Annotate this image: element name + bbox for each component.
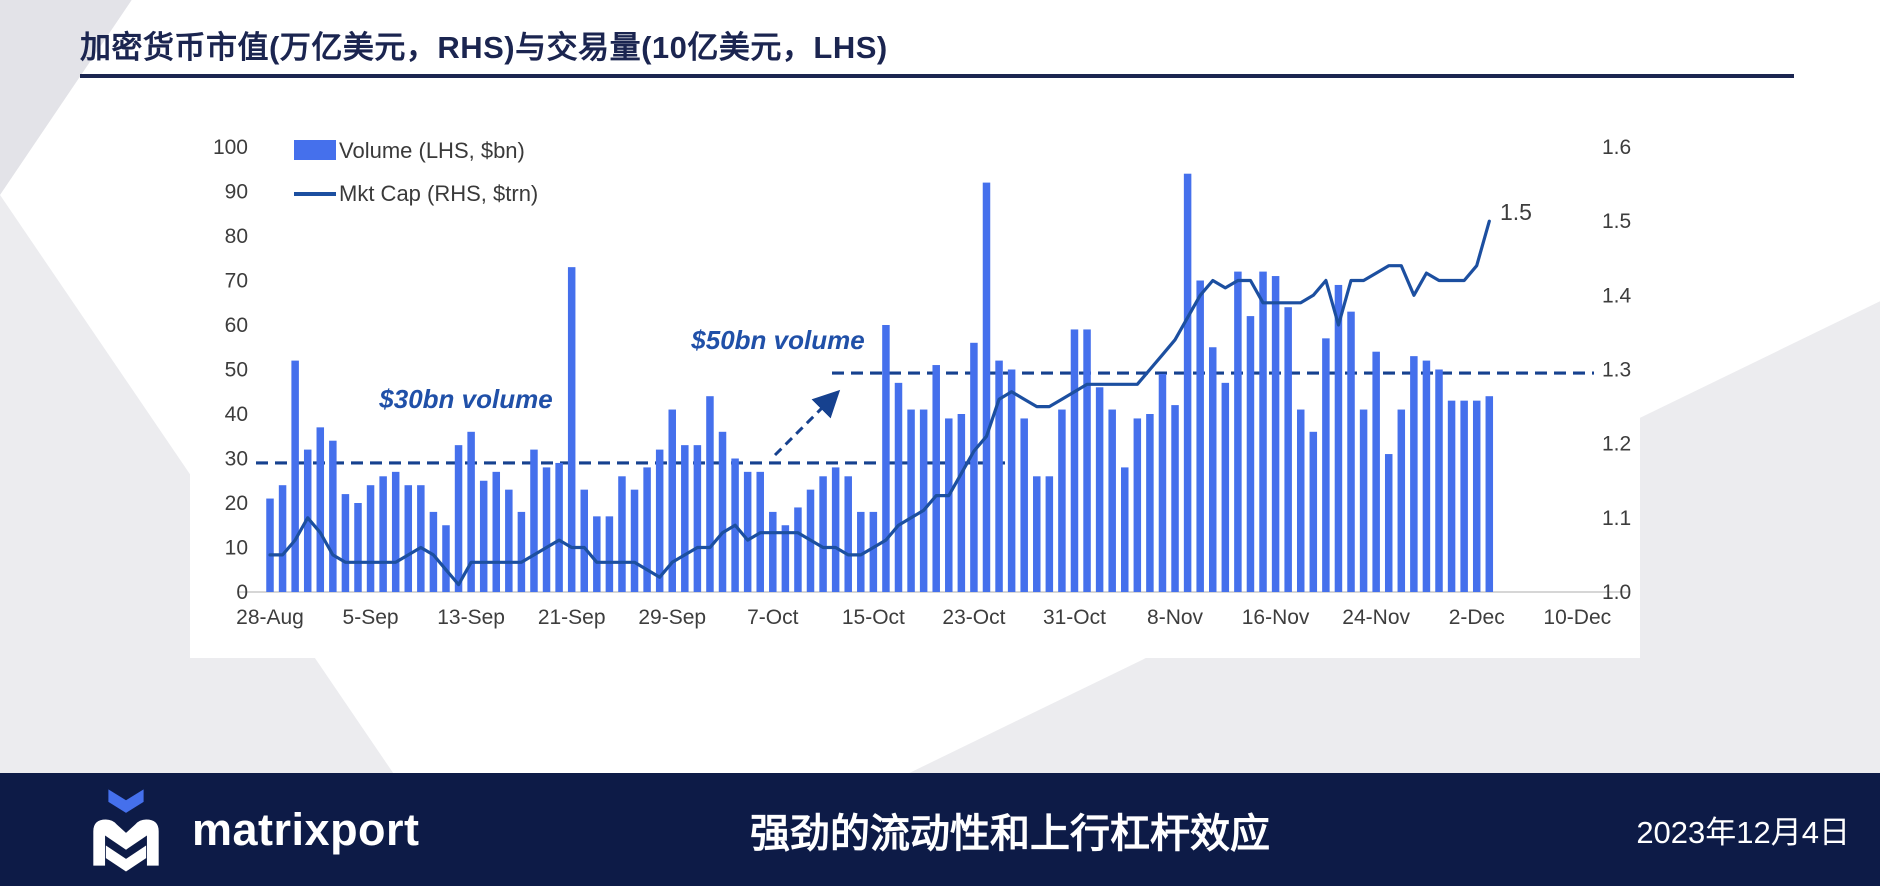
svg-text:2-Dec: 2-Dec <box>1449 606 1505 629</box>
brand-block: matrixport <box>76 773 420 886</box>
svg-text:10: 10 <box>225 537 248 560</box>
brand-name: matrixport <box>192 803 420 855</box>
svg-text:1.5: 1.5 <box>1602 210 1631 233</box>
page-title: 加密货币市值(万亿美元，RHS)与交易量(10亿美元，LHS) <box>80 30 888 65</box>
svg-text:21-Sep: 21-Sep <box>538 606 606 629</box>
matrixport-logo-icon <box>93 788 159 871</box>
svg-text:7-Oct: 7-Oct <box>747 606 799 629</box>
svg-text:Mkt Cap (RHS, $trn): Mkt Cap (RHS, $trn) <box>339 181 538 206</box>
svg-text:70: 70 <box>225 270 248 293</box>
svg-text:Volume (LHS, $bn): Volume (LHS, $bn) <box>339 138 525 163</box>
footer-bar: matrixport 强劲的流动性和上行杠杆效应 2023年12月4日 <box>0 773 1880 886</box>
footer-date: 2023年12月4日 <box>1636 815 1850 850</box>
footer-headline: 强劲的流动性和上行杠杆效应 <box>750 811 1270 856</box>
svg-text:90: 90 <box>225 181 248 204</box>
svg-text:28-Aug: 28-Aug <box>236 606 304 629</box>
svg-text:31-Oct: 31-Oct <box>1043 606 1106 629</box>
svg-text:1.0: 1.0 <box>1602 581 1631 604</box>
svg-text:1.1: 1.1 <box>1602 507 1631 530</box>
svg-text:24-Nov: 24-Nov <box>1342 606 1410 629</box>
svg-text:1.5: 1.5 <box>1500 199 1532 225</box>
svg-text:20: 20 <box>225 492 248 515</box>
svg-text:5-Sep: 5-Sep <box>343 606 399 629</box>
title-underline <box>80 74 1794 78</box>
svg-text:100: 100 <box>213 136 248 159</box>
svg-text:40: 40 <box>225 403 248 426</box>
svg-text:80: 80 <box>225 225 248 248</box>
svg-text:30: 30 <box>225 448 248 471</box>
svg-text:$50bn volume: $50bn volume <box>690 325 864 355</box>
svg-text:15-Oct: 15-Oct <box>842 606 905 629</box>
svg-text:1.6: 1.6 <box>1602 136 1631 159</box>
svg-text:50: 50 <box>225 359 248 382</box>
svg-text:1.3: 1.3 <box>1602 359 1631 382</box>
svg-text:8-Nov: 8-Nov <box>1147 606 1204 629</box>
svg-text:23-Oct: 23-Oct <box>942 606 1005 629</box>
svg-text:$30bn volume: $30bn volume <box>378 384 552 414</box>
svg-text:16-Nov: 16-Nov <box>1242 606 1310 629</box>
svg-text:1.2: 1.2 <box>1602 433 1631 456</box>
svg-text:60: 60 <box>225 314 248 337</box>
crypto-volume-mktcap-chart: 0 10 20 30 40 50 60 70 80 90 100 1.0 1.1 1.2 1.3 1.4 1.5… <box>213 136 1632 629</box>
svg-text:29-Sep: 29-Sep <box>638 606 706 629</box>
svg-text:1.4: 1.4 <box>1602 284 1632 307</box>
chart-card: 0 10 20 30 40 50 60 70 80 90 100 1.0 1.1 1.2 1.3 1.4 1.5… <box>190 118 1640 658</box>
svg-text:10-Dec: 10-Dec <box>1543 606 1611 629</box>
svg-text:0: 0 <box>236 581 248 604</box>
svg-text:13-Sep: 13-Sep <box>437 606 505 629</box>
